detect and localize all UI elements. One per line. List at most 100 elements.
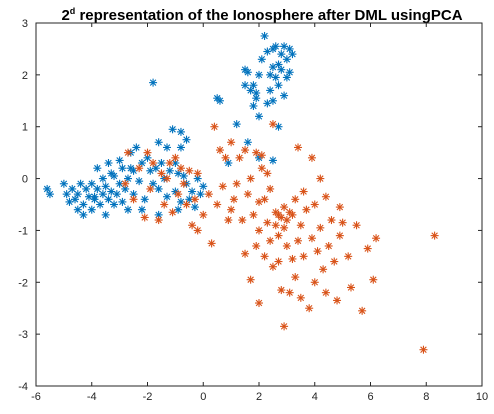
data-point-series-2 — [213, 200, 222, 209]
data-point-series-2 — [277, 213, 286, 222]
data-point-series-2 — [227, 205, 236, 214]
data-point-series-2 — [263, 169, 272, 178]
data-point-series-2 — [260, 195, 269, 204]
data-point-series-2 — [277, 286, 286, 295]
data-point-series-2 — [224, 216, 233, 225]
data-point-series-1 — [179, 171, 188, 180]
x-tick-label: 6 — [367, 391, 373, 403]
data-point-series-2 — [263, 218, 272, 227]
data-point-series-2 — [307, 153, 316, 162]
data-point-series-1 — [255, 70, 263, 79]
data-point-series-2 — [266, 236, 275, 245]
x-tick-label: 10 — [476, 391, 488, 403]
data-point-series-1 — [137, 205, 146, 214]
data-point-series-2 — [313, 247, 322, 256]
data-markers — [43, 31, 439, 354]
data-point-series-1 — [101, 182, 110, 191]
data-point-series-2 — [252, 241, 261, 250]
data-point-series-2 — [171, 153, 180, 162]
data-point-series-2 — [193, 226, 202, 235]
y-tick-label: -1 — [18, 225, 28, 237]
data-point-series-2 — [238, 216, 247, 225]
data-point-series-1 — [84, 192, 93, 201]
data-point-series-2 — [330, 257, 339, 266]
data-point-series-1 — [96, 200, 105, 209]
data-point-series-1 — [174, 205, 183, 214]
data-point-series-2 — [188, 221, 197, 230]
data-point-series-2 — [146, 184, 155, 193]
data-point-series-2 — [296, 293, 305, 302]
x-tick-label: 2 — [256, 391, 262, 403]
data-point-series-2 — [271, 221, 280, 230]
data-point-series-2 — [260, 252, 269, 261]
data-point-series-2 — [241, 146, 250, 155]
data-point-series-1 — [107, 187, 116, 196]
data-point-series-1 — [110, 171, 119, 180]
x-tick-label: -6 — [31, 391, 41, 403]
data-point-series-2 — [302, 205, 311, 214]
data-point-series-1 — [132, 143, 141, 152]
y-tick-label: -4 — [18, 381, 28, 393]
data-point-series-1 — [274, 81, 283, 90]
data-point-series-1 — [266, 86, 275, 95]
data-point-series-2 — [316, 223, 325, 232]
y-tick-label: 3 — [22, 18, 28, 30]
data-point-series-2 — [319, 265, 328, 274]
data-point-series-1 — [277, 65, 286, 74]
data-point-series-2 — [327, 216, 336, 225]
data-point-series-1 — [98, 190, 107, 199]
data-point-series-1 — [224, 159, 233, 168]
x-tick-label: -2 — [143, 391, 153, 403]
data-point-series-2 — [229, 195, 238, 204]
data-point-series-2 — [274, 257, 283, 266]
data-point-series-2 — [274, 231, 283, 240]
data-point-series-1 — [118, 164, 127, 173]
data-point-series-2 — [179, 179, 188, 188]
data-point-series-2 — [154, 216, 163, 225]
data-point-series-1 — [182, 135, 191, 144]
chart-title: 2d representation of the Ionosphere afte… — [61, 6, 462, 24]
y-tick-label: 2 — [22, 70, 28, 82]
data-point-series-2 — [282, 216, 291, 225]
data-point-series-2 — [129, 195, 138, 204]
data-point-series-1 — [73, 190, 82, 199]
data-point-series-1 — [241, 81, 250, 90]
data-point-series-1 — [87, 179, 96, 188]
data-point-series-1 — [135, 177, 144, 186]
data-point-series-2 — [280, 223, 289, 232]
data-point-series-1 — [154, 210, 163, 219]
data-point-series-1 — [154, 138, 163, 147]
data-point-series-2 — [199, 210, 208, 219]
data-point-series-1 — [176, 143, 185, 152]
data-point-series-1 — [163, 143, 172, 152]
data-point-series-1 — [110, 200, 119, 209]
data-point-series-1 — [215, 96, 224, 105]
data-point-series-2 — [249, 210, 258, 219]
data-point-series-1 — [129, 190, 138, 199]
data-point-series-2 — [157, 169, 166, 178]
data-point-series-2 — [430, 231, 439, 240]
data-point-series-2 — [310, 200, 319, 209]
chart-title-prefix: 2 — [61, 7, 69, 24]
data-point-series-1 — [71, 195, 80, 204]
data-point-series-2 — [123, 148, 132, 157]
data-point-series-1 — [196, 190, 205, 199]
data-point-series-2 — [288, 254, 297, 263]
data-point-series-1 — [45, 190, 54, 199]
data-point-series-2 — [255, 299, 263, 308]
data-point-series-2 — [299, 252, 308, 261]
data-point-series-2 — [168, 208, 177, 217]
data-point-series-2 — [140, 213, 149, 222]
data-point-series-1 — [277, 50, 286, 59]
y-tick-label: 0 — [22, 174, 28, 186]
y-tick-label: 1 — [22, 122, 28, 134]
data-point-series-2 — [333, 296, 342, 305]
data-point-series-2 — [135, 164, 144, 173]
chart-title-superscript: d — [70, 6, 76, 16]
data-point-series-1 — [104, 159, 113, 168]
data-point-series-2 — [255, 226, 263, 235]
data-point-series-2 — [182, 200, 191, 209]
data-point-series-2 — [215, 146, 224, 155]
data-point-series-2 — [268, 262, 277, 271]
data-point-series-2 — [246, 174, 255, 183]
